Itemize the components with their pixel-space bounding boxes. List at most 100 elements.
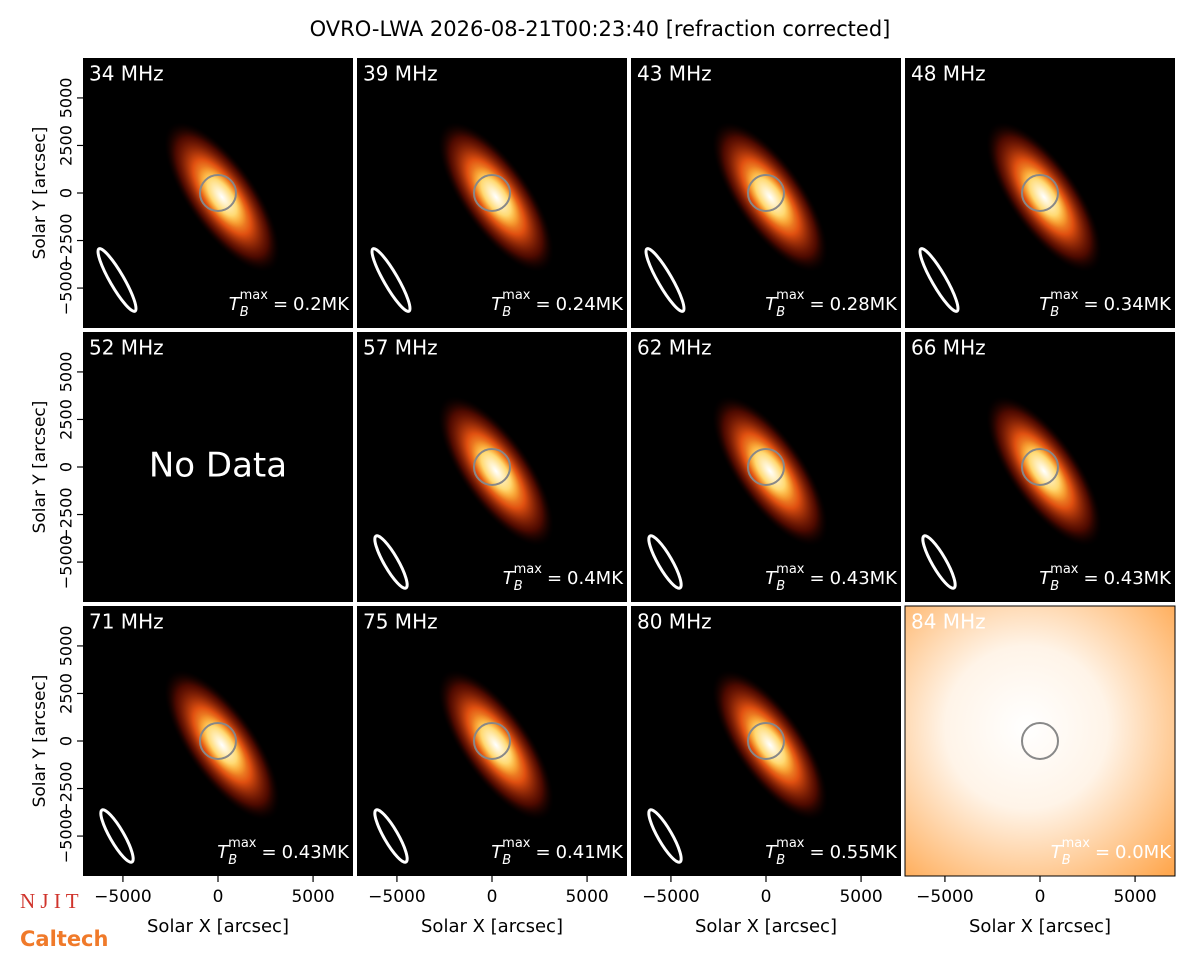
- frequency-label: 34 MHz: [89, 62, 164, 86]
- tb-max-label: TBmax = 0.41MK: [491, 836, 624, 868]
- y-tick-label: 2500: [57, 125, 76, 166]
- y-axis-label: Solar Y [arcsec]: [30, 401, 50, 534]
- tb-max-label: TBmax = 0.43MK: [217, 836, 350, 868]
- tb-eq: =: [535, 842, 550, 863]
- y-tick-label: −2500: [57, 213, 76, 267]
- frequency-label: 62 MHz: [637, 336, 712, 360]
- x-tick-label: 0: [1035, 887, 1046, 907]
- frequency-label: 48 MHz: [911, 62, 986, 86]
- y-tick-label: 2500: [57, 399, 76, 440]
- solar-disk: [747, 722, 785, 760]
- tb-eq: =: [809, 294, 824, 315]
- y-tick-label: −5000: [57, 535, 76, 589]
- emission: [712, 396, 828, 546]
- tb-sub: B: [228, 853, 237, 868]
- tb-symbol: T: [503, 568, 516, 589]
- tb-eq: =: [535, 294, 550, 315]
- x-tick-label: −5000: [368, 887, 426, 907]
- solar-disk: [1021, 174, 1059, 212]
- y-tick-label: 5000: [57, 626, 76, 667]
- tb-eq: =: [809, 568, 824, 589]
- tb-eq: =: [547, 568, 562, 589]
- solar-disk: [199, 174, 237, 212]
- beam: [647, 808, 683, 864]
- tb-sub: B: [240, 305, 249, 320]
- tb-max-label: TBmax = 0.4MK: [503, 562, 625, 594]
- tb-value: 0.2MK: [293, 294, 350, 315]
- tb-value: 0.43MK: [830, 568, 899, 589]
- x-axis-label: Solar X [arcsec]: [421, 916, 563, 937]
- tb-sup: max: [240, 288, 269, 303]
- y-tick-label: 0: [57, 736, 76, 746]
- tb-max-label: TBmax = 0.43MK: [1039, 562, 1172, 594]
- tb-sup: max: [502, 836, 531, 851]
- tb-sup: max: [228, 836, 257, 851]
- frequency-label: 71 MHz: [89, 610, 164, 634]
- panel-background: [904, 605, 1176, 877]
- emission: [438, 670, 554, 820]
- emission: [986, 396, 1102, 546]
- y-axis-label: Solar Y [arcsec]: [30, 127, 50, 260]
- tb-value: 0.34MK: [1104, 294, 1173, 315]
- solar-disk: [1021, 722, 1059, 760]
- frequency-label: 84 MHz: [911, 610, 986, 634]
- tb-sup: max: [1062, 836, 1091, 851]
- beam: [373, 808, 409, 864]
- frequency-label: 39 MHz: [363, 62, 438, 86]
- x-tick-label: 5000: [1113, 887, 1156, 907]
- beam: [644, 247, 686, 313]
- x-tick-label: 5000: [291, 887, 334, 907]
- y-tick-label: −2500: [57, 761, 76, 815]
- y-tick-label: 5000: [57, 352, 76, 393]
- emission-core: [1019, 440, 1069, 502]
- emission-core: [745, 714, 795, 776]
- no-data-note: No Data: [149, 446, 287, 486]
- tb-eq: =: [273, 294, 288, 315]
- tb-eq: =: [1083, 568, 1098, 589]
- logo: N J I T: [20, 889, 79, 913]
- beam: [918, 247, 960, 313]
- beam: [370, 247, 412, 313]
- emission-core: [471, 166, 521, 228]
- beam: [921, 534, 957, 590]
- tb-symbol: T: [765, 294, 778, 315]
- tb-sub: B: [1050, 579, 1059, 594]
- emission-core: [197, 714, 247, 776]
- solar-disk: [473, 448, 511, 486]
- y-tick-label: 2500: [57, 673, 76, 714]
- tb-value: 0.0MK: [1115, 842, 1172, 863]
- emission: [712, 122, 828, 272]
- tb-sub: B: [776, 579, 785, 594]
- tb-sub: B: [776, 305, 785, 320]
- emission-core: [745, 166, 795, 228]
- emission-core: [471, 440, 521, 502]
- y-tick-label: −5000: [57, 809, 76, 863]
- tb-eq: =: [1083, 294, 1098, 315]
- x-tick-label: 5000: [565, 887, 608, 907]
- tb-symbol: T: [491, 294, 504, 315]
- x-axis-label: Solar X [arcsec]: [147, 916, 289, 937]
- tb-max-label: TBmax = 0.0MK: [1051, 836, 1173, 868]
- emission-core: [471, 714, 521, 776]
- tb-sub: B: [1050, 305, 1059, 320]
- y-tick-label: 0: [57, 188, 76, 198]
- tb-sup: max: [514, 562, 543, 577]
- x-tick-label: 0: [761, 887, 772, 907]
- beam: [373, 534, 409, 590]
- x-tick-label: −5000: [642, 887, 700, 907]
- tb-symbol: T: [1039, 568, 1052, 589]
- tb-sub: B: [502, 853, 511, 868]
- emission-core: [745, 440, 795, 502]
- tb-symbol: T: [229, 294, 242, 315]
- beam: [96, 247, 138, 313]
- frequency-label: 80 MHz: [637, 610, 712, 634]
- frequency-label: 43 MHz: [637, 62, 712, 86]
- tb-max-label: TBmax = 0.34MK: [1039, 288, 1172, 320]
- x-tick-label: 0: [487, 887, 498, 907]
- x-tick-label: 5000: [839, 887, 882, 907]
- solar-disk: [747, 174, 785, 212]
- tb-max-label: TBmax = 0.2MK: [229, 288, 351, 320]
- tb-sup: max: [1050, 562, 1079, 577]
- x-tick-label: −5000: [916, 887, 974, 907]
- frequency-label: 75 MHz: [363, 610, 438, 634]
